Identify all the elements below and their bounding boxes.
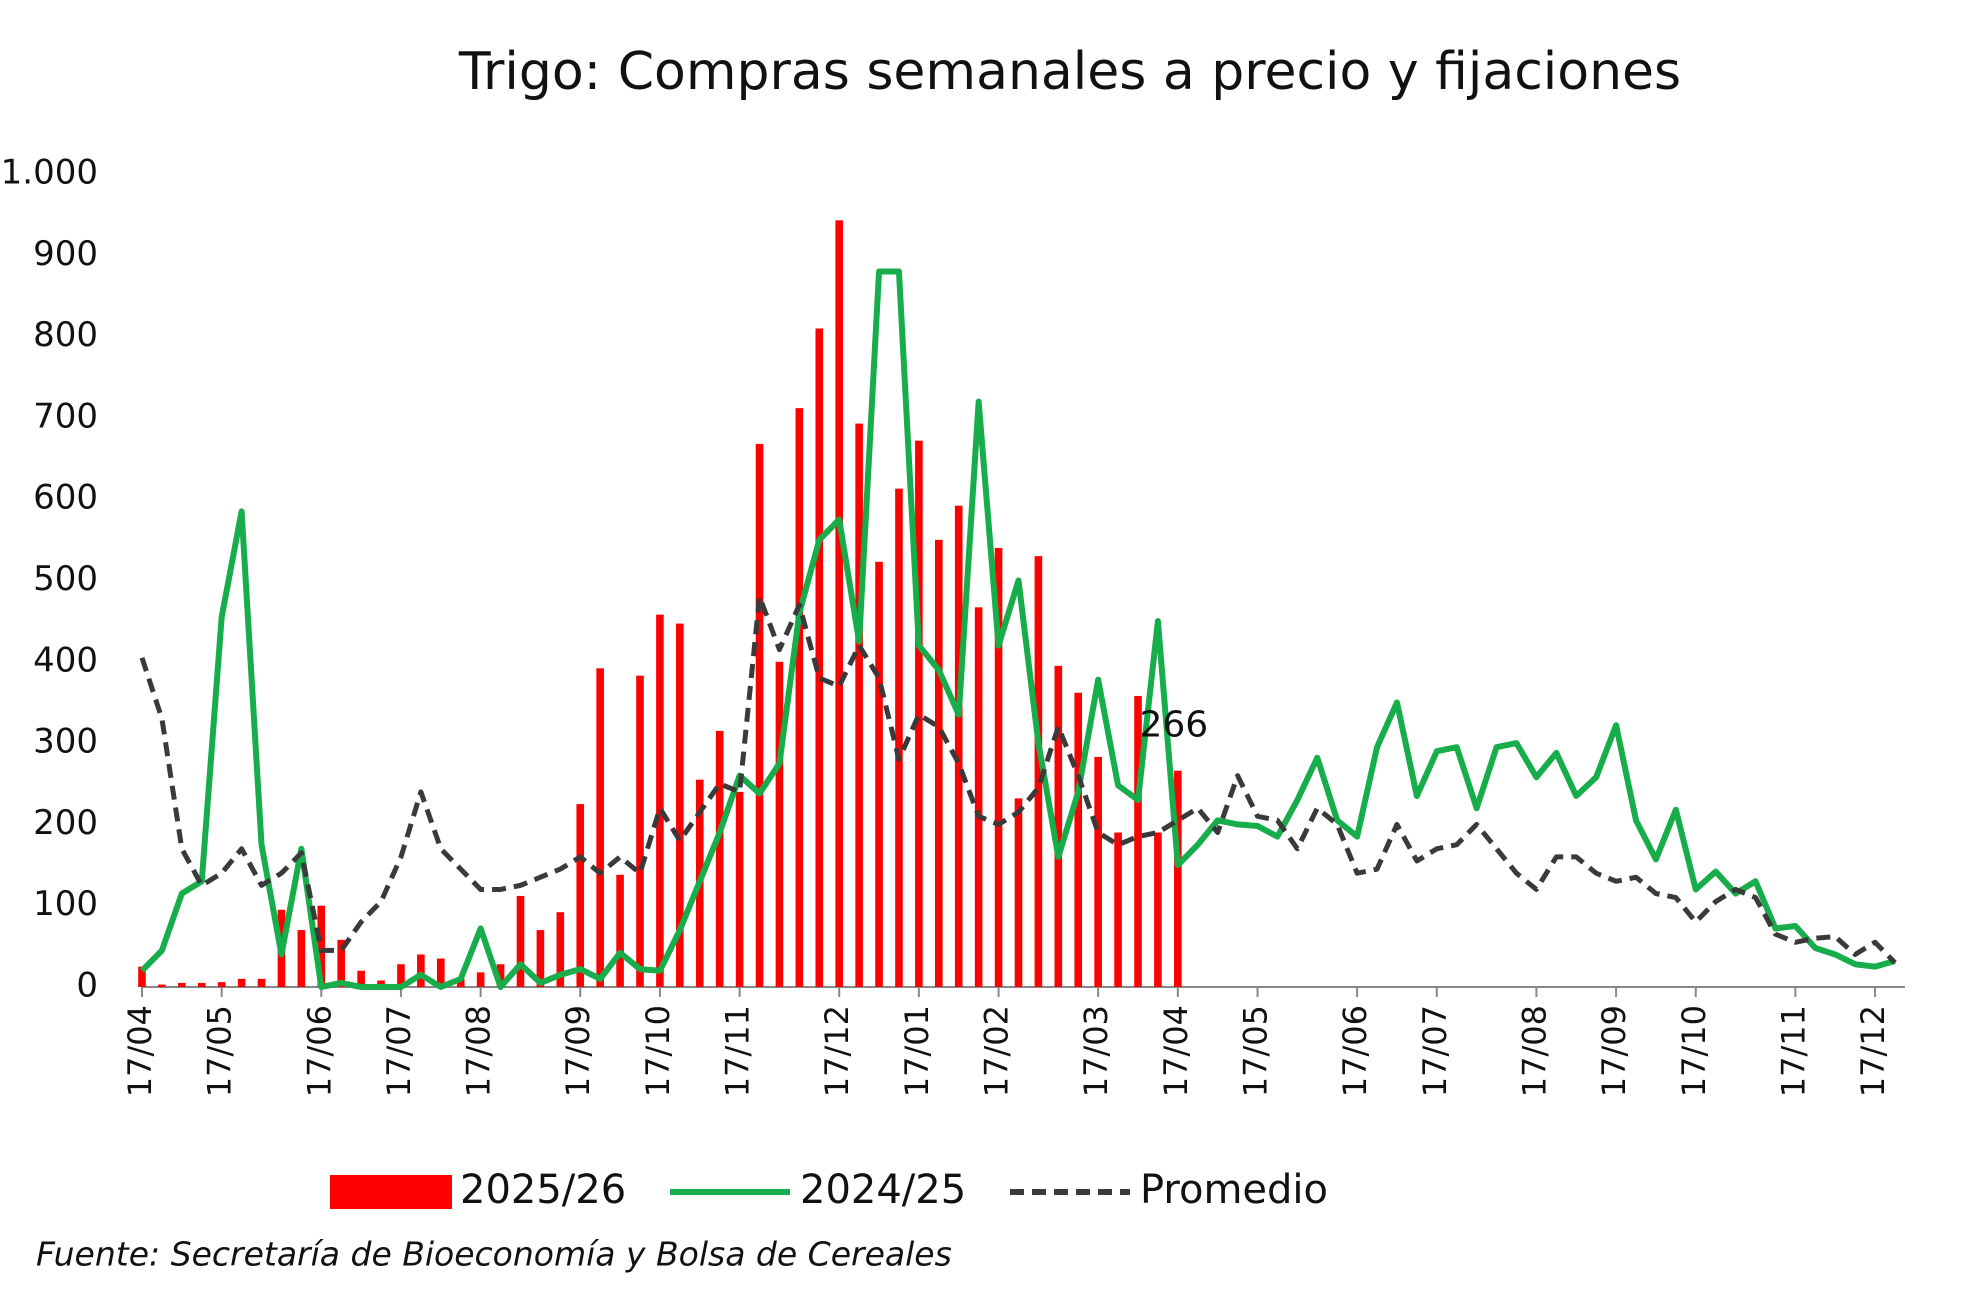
bar: [875, 561, 883, 987]
x-tick-label: 17/10: [1675, 1005, 1713, 1097]
source: Fuente: Secretaría de Bioeconomía y Bols…: [36, 1235, 952, 1274]
bar: [636, 675, 644, 987]
x-tick-label: 17/01: [898, 1005, 936, 1097]
bar: [417, 954, 425, 987]
bar: [815, 328, 824, 988]
bar: [437, 958, 445, 987]
bar: [516, 895, 525, 987]
x-tick-label: 17/05: [1237, 1005, 1275, 1097]
chart-title: Trigo: Compras semanales a precio y fija…: [458, 42, 1681, 102]
bar: [1154, 832, 1162, 987]
bar: [915, 440, 923, 987]
x-tick-label: 17/08: [460, 1005, 498, 1097]
x-tick-label: 17/04: [1157, 1005, 1195, 1097]
bar: [935, 539, 943, 987]
bar: [775, 661, 784, 987]
bar: [138, 966, 146, 987]
bar: [317, 905, 326, 987]
bar: [556, 912, 565, 987]
bar: [178, 982, 186, 987]
x-tick-label: 17/09: [1595, 1005, 1633, 1097]
bar: [476, 972, 485, 987]
bar: [1094, 756, 1102, 987]
x-tick-label: 17/11: [719, 1005, 757, 1097]
legend-label: 2024/25: [800, 1167, 966, 1213]
x-tick-label: 17/02: [978, 1005, 1016, 1097]
annotation: 266: [1139, 705, 1208, 746]
x-tick-label: 17/08: [1515, 1005, 1553, 1097]
bar: [1134, 695, 1142, 987]
y-tick-label: 700: [33, 396, 98, 436]
bar: [297, 930, 306, 987]
bar: [954, 505, 963, 987]
bar: [456, 978, 465, 987]
y-tick-label: 0: [76, 966, 98, 1006]
dashed-line: [139, 594, 1897, 965]
x-tick-label: 17/06: [300, 1005, 338, 1097]
bar: [158, 984, 166, 987]
x-tick-label: 17/07: [1416, 1005, 1454, 1097]
legend-swatch: [330, 1175, 452, 1209]
bar: [715, 730, 724, 987]
bar: [855, 423, 863, 987]
y-tick-label: 900: [33, 234, 98, 274]
y-tick-label: 300: [33, 722, 98, 762]
y-tick-label: 100: [33, 884, 98, 924]
bar: [895, 488, 903, 987]
bar: [835, 220, 843, 987]
x-tick-label: 17/07: [380, 1005, 418, 1097]
bar: [237, 978, 246, 987]
bar: [496, 964, 505, 987]
x-tick-label: 17/06: [1336, 1005, 1374, 1097]
bar: [616, 874, 624, 987]
bar: [536, 930, 545, 987]
y-tick-label: 1.000: [1, 153, 98, 193]
x-tick-label: 17/05: [201, 1005, 239, 1097]
bar: [676, 623, 684, 987]
bar: [596, 668, 604, 987]
x-tick-label: 17/04: [121, 1005, 159, 1097]
bar: [735, 791, 744, 987]
y-tick-label: 500: [33, 559, 98, 599]
bar: [1034, 556, 1043, 987]
y-tick-label: 400: [33, 640, 98, 680]
x-tick-label: 17/12: [1854, 1005, 1892, 1097]
x-tick-label: 17/12: [818, 1005, 856, 1097]
bar: [1054, 665, 1063, 987]
bar: [357, 970, 365, 987]
legend-label: 2025/26: [460, 1167, 626, 1213]
legend-label: Promedio: [1140, 1167, 1328, 1213]
bar: [656, 614, 664, 987]
bar: [197, 982, 206, 987]
bar: [974, 607, 983, 987]
x-tick-label: 17/03: [1077, 1005, 1115, 1097]
bar: [576, 804, 585, 987]
bar: [257, 978, 266, 987]
bar: [1114, 832, 1122, 987]
bar: [795, 408, 804, 987]
line: [139, 268, 1896, 990]
y-tick-label: 800: [33, 315, 98, 355]
x-tick-label: 17/09: [559, 1005, 597, 1097]
y-tick-label: 600: [33, 478, 98, 518]
x-tick-label: 17/10: [639, 1005, 677, 1097]
bar: [397, 964, 405, 987]
bar: [1174, 770, 1182, 987]
bar: [337, 939, 345, 987]
bar: [1074, 692, 1083, 987]
bar: [1014, 798, 1023, 987]
bar: [755, 443, 764, 987]
y-tick-label: 200: [33, 803, 98, 843]
x-tick-label: 17/11: [1774, 1005, 1812, 1097]
bar: [994, 547, 1003, 987]
bar: [377, 980, 385, 987]
bar: [217, 982, 226, 987]
